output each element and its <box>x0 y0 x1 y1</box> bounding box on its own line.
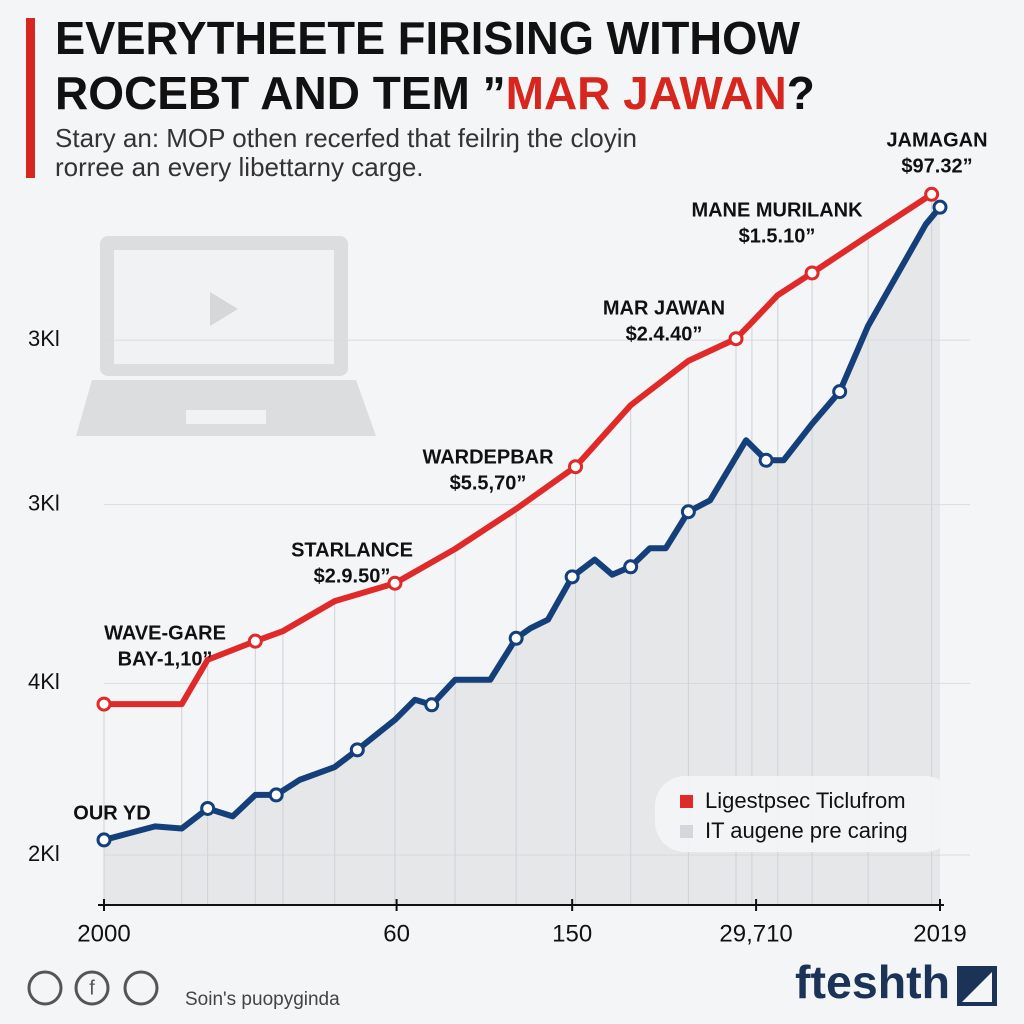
point <box>564 569 580 585</box>
series-line <box>104 191 934 708</box>
point <box>96 696 112 712</box>
point <box>424 697 440 713</box>
point <box>200 800 216 816</box>
annotation: $2.9.50” <box>314 565 391 587</box>
y-tick-label: 2Kl <box>28 841 60 866</box>
point <box>96 832 112 848</box>
point <box>832 384 848 400</box>
subtitle-line: Stary an: MOP othen recerfed that feilri… <box>55 123 637 153</box>
point <box>728 331 744 347</box>
point <box>268 787 284 803</box>
point <box>758 452 774 468</box>
x-tick-label: 60 <box>383 920 410 947</box>
annotation: STARLANCE <box>291 539 413 561</box>
legend-label: IT augene pre caring <box>705 818 908 843</box>
point <box>568 459 584 475</box>
annotation: $2.4.40” <box>626 323 703 345</box>
x-tick-label: 2019 <box>913 920 966 947</box>
annotation: WAVE-GARE <box>104 622 226 644</box>
series-line <box>103 205 943 843</box>
point <box>247 633 263 649</box>
svg-text:f: f <box>89 977 95 999</box>
laptop-icon <box>76 236 376 436</box>
title-line: ROCEBT AND TEM ”MAR JAWAN? <box>55 67 815 119</box>
brand-mark <box>957 966 997 1006</box>
x-tick-label: 29,710 <box>719 920 792 947</box>
area <box>104 207 940 905</box>
title-line: EVERYTHEETE FIRISING WITHOW <box>55 12 801 64</box>
point <box>508 630 524 646</box>
legend: Ligestpsec Ticlufrom IT augene pre caring <box>655 776 955 852</box>
social-icons: f <box>27 970 159 1006</box>
footer: Soin's puopyginda <box>185 989 340 1010</box>
x-tick-label: 150 <box>552 920 592 947</box>
title-highlight: MAR JAWAN <box>506 67 787 119</box>
point <box>623 559 639 575</box>
annotation: BAY-1,10” <box>118 648 213 670</box>
title-bar <box>26 18 35 178</box>
plot: 2Kl 4Kl 3Kl 3Kl 2000 60 150 29,710 2019 WAVE-GARE… <box>28 129 988 947</box>
legend-swatch <box>680 795 693 808</box>
point <box>804 265 820 281</box>
annotation: MAR JAWAN <box>603 297 725 319</box>
brand: fteshth <box>795 956 950 1008</box>
point <box>349 742 365 758</box>
legend-swatch <box>680 825 693 838</box>
annotation: MANE MURILANK <box>691 199 863 221</box>
y-tick-label: 4Kl <box>28 669 60 694</box>
legend-box <box>655 776 955 852</box>
point <box>387 575 403 591</box>
x-tick-label: 2000 <box>77 920 130 947</box>
annotation: $97.32” <box>901 155 972 177</box>
legend-label: Ligestpsec Ticlufrom <box>705 788 906 813</box>
title-text: ROCEBT AND TEM ” <box>55 67 506 119</box>
annotation: OUR YD <box>73 802 150 824</box>
point <box>680 504 696 520</box>
y-tick-label: 3Kl <box>28 490 60 515</box>
y-tick-label: 3Kl <box>28 326 60 351</box>
point <box>924 186 940 202</box>
point <box>932 199 948 215</box>
subtitle-line: rorree an every libettarny carge. <box>55 152 424 182</box>
annotation: $1.5.10” <box>739 225 816 247</box>
annotation: JAMAGAN <box>886 129 987 151</box>
annotation: WARDEPBAR <box>422 446 554 468</box>
title-end: ? <box>787 67 815 119</box>
annotation: $5.5,70” <box>450 472 527 494</box>
